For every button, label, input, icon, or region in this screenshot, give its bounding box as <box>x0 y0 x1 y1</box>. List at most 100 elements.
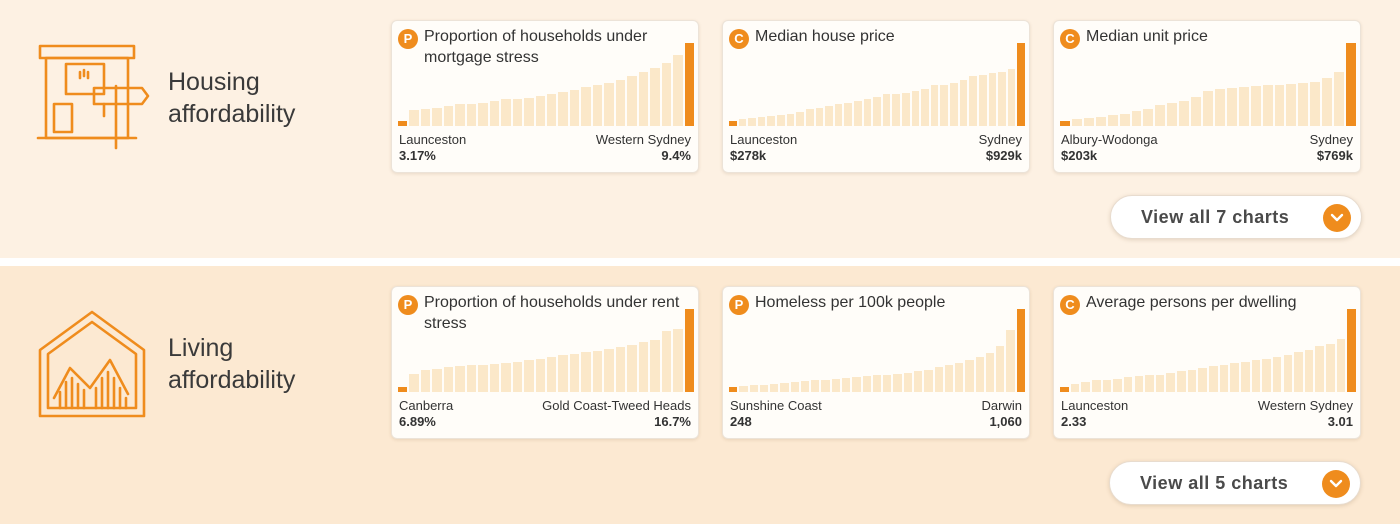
chart-bar <box>478 364 488 392</box>
chart-bar <box>1016 309 1025 392</box>
chart-bar <box>996 346 1005 392</box>
chart-bar <box>1250 86 1261 126</box>
chart-card[interactable]: P Homeless per 100k people Sunshine Coas… <box>722 286 1030 439</box>
chart-bar <box>1102 379 1112 392</box>
chart-bar <box>1179 101 1190 126</box>
chart-bar <box>842 377 851 392</box>
card-title: Median unit price <box>1086 28 1208 45</box>
primary-badge: P <box>729 295 749 315</box>
chart-bar <box>944 365 954 392</box>
view-all-label: View all 7 charts <box>1141 207 1290 227</box>
housing-affordability-section: Housing affordability P Proportion of ho… <box>0 0 1400 258</box>
highest-name: Sydney <box>978 132 1022 147</box>
chart-bar <box>767 116 776 126</box>
bar-chart <box>398 43 694 126</box>
chart-bar <box>1113 378 1122 392</box>
lowest-name: Launceston <box>399 132 467 147</box>
chart-bar <box>1286 83 1297 126</box>
chart-bar <box>1187 369 1197 392</box>
chart-bar <box>969 76 977 126</box>
card-title: Average persons per dwelling <box>1086 294 1297 311</box>
lowest-name: Launceston <box>1061 398 1129 413</box>
highest-value: 1,060 <box>989 414 1022 429</box>
chart-bar <box>1262 85 1273 126</box>
chart-bar <box>443 367 454 392</box>
living-affordability-section: Living affordability P Proportion of hou… <box>0 266 1400 524</box>
chart-bar <box>420 108 431 126</box>
chart-bar <box>780 382 789 392</box>
primary-badge: P <box>398 295 418 315</box>
highest-value: $929k <box>985 148 1022 163</box>
chart-bar <box>988 72 997 126</box>
chart-bar <box>420 369 431 392</box>
chart-bar <box>786 113 795 126</box>
capital-badge: C <box>729 29 749 49</box>
capital-badge: C <box>1060 29 1080 49</box>
view-all-charts-button[interactable]: View all 7 charts <box>1110 195 1362 239</box>
card-title: Proportion of households under rent stre… <box>424 294 680 332</box>
highest-value: 9.4% <box>661 148 691 163</box>
chart-bar <box>455 104 465 126</box>
chart-bar <box>592 350 603 392</box>
chart-bar <box>1203 91 1213 126</box>
chart-bar <box>757 116 766 126</box>
chart-bar <box>1060 387 1069 392</box>
chart-bar <box>1240 362 1250 392</box>
lowest-value: $203k <box>1061 148 1098 163</box>
chart-bar <box>1131 111 1142 126</box>
card-footer: Launceston 2.33 Western Sydney 3.01 <box>1061 398 1353 434</box>
chart-bar <box>940 84 949 126</box>
chart-bar <box>777 115 785 126</box>
chart-bar <box>1272 357 1282 392</box>
chart-bar <box>489 363 500 392</box>
lowest-value: 3.17% <box>399 148 436 163</box>
chart-bar <box>1060 121 1070 126</box>
chart-bar <box>684 309 694 392</box>
chart-bar <box>592 84 603 126</box>
lowest-name: Sunshine Coast <box>730 398 822 413</box>
chart-bar <box>805 109 814 126</box>
chart-card[interactable]: P Proportion of households under rent st… <box>391 286 699 439</box>
chart-card[interactable]: C Average persons per dwelling Launcesto… <box>1053 286 1361 439</box>
chart-bar <box>739 386 748 392</box>
chart-bar <box>1294 352 1303 392</box>
chart-bar <box>893 373 902 392</box>
lowest-name: Albury-Wodonga <box>1061 132 1158 147</box>
card-footer: Albury-Wodonga $203k Sydney $769k <box>1061 132 1353 168</box>
chart-bar <box>729 387 738 392</box>
bar-chart <box>398 309 694 392</box>
chart-bar <box>1298 82 1309 126</box>
chart-bar <box>1326 343 1335 392</box>
chart-bar <box>443 106 454 126</box>
chart-bar <box>811 380 820 392</box>
chart-bar <box>1143 108 1154 126</box>
chart-bar <box>1081 382 1090 392</box>
view-all-charts-button[interactable]: View all 5 charts <box>1109 461 1361 505</box>
chart-card[interactable]: C Median unit price Albury-Wodonga $203k… <box>1053 20 1361 173</box>
chart-bar <box>800 381 810 392</box>
chart-card[interactable]: P Proportion of households under mortgag… <box>391 20 699 173</box>
chart-bar <box>535 358 545 392</box>
chart-bar <box>729 121 737 126</box>
highest-name: Western Sydney <box>595 132 691 147</box>
chart-bar <box>581 87 591 126</box>
bar-chart <box>729 309 1025 392</box>
chart-bar <box>959 80 968 126</box>
chart-bar <box>825 106 833 126</box>
capital-badge: C <box>1060 295 1080 315</box>
chart-bar <box>1198 367 1207 392</box>
chart-bar <box>1238 87 1249 126</box>
chart-bar <box>569 90 580 126</box>
chart-bar <box>862 376 871 392</box>
lowest-name: Canberra <box>399 398 454 413</box>
chart-bar <box>913 371 923 392</box>
chart-bar <box>661 330 672 392</box>
chart-bar <box>524 97 534 126</box>
chart-bar <box>1334 72 1345 126</box>
chart-card[interactable]: C Median house price Launceston $278k Sy… <box>722 20 1030 173</box>
chart-bar <box>512 362 523 392</box>
highest-value: 3.01 <box>1327 414 1353 429</box>
chart-bar <box>1145 375 1154 392</box>
highest-value: 16.7% <box>654 414 691 429</box>
chart-bar <box>883 374 892 392</box>
